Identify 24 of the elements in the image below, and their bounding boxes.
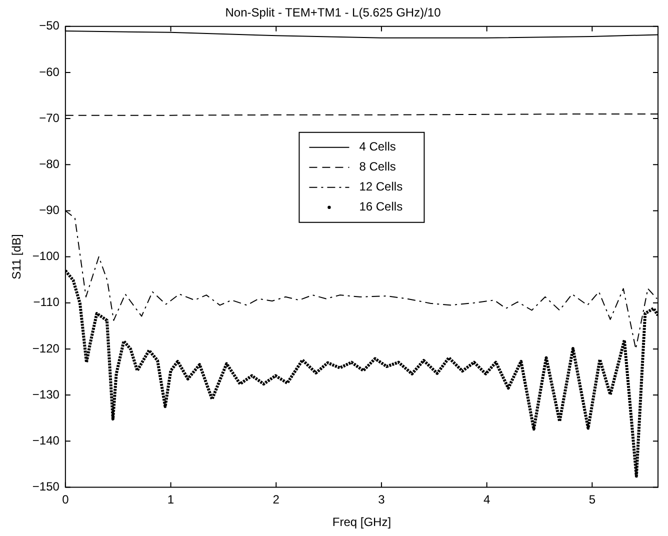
x-tick-label: 5: [588, 492, 596, 507]
y-tick-label: −130: [32, 387, 60, 402]
y-tick-label: −50: [39, 18, 60, 33]
x-tick-label: 2: [272, 492, 280, 507]
x-tick-label: 4: [483, 492, 490, 507]
y-tick-label: −120: [32, 341, 60, 356]
y-tick-label: −110: [33, 295, 60, 310]
y-tick-label: −100: [32, 249, 60, 264]
x-tick-label: 3: [378, 492, 386, 507]
legend-label: 12 Cells: [359, 180, 403, 194]
legend-label: 4 Cells: [359, 140, 396, 154]
y-tick-label: −70: [39, 110, 60, 125]
legend-label: 8 Cells: [359, 160, 396, 174]
y-tick-label: −80: [39, 156, 60, 171]
y-tick-label: −90: [39, 203, 60, 218]
y-tick-label: −140: [32, 433, 60, 448]
x-tick-label: 1: [167, 492, 174, 507]
chart-title: Non-Split - TEM+TM1 - L(5.625 GHz)/10: [225, 6, 442, 20]
x-tick-label: 0: [62, 492, 70, 507]
legend-label: 16 Cells: [359, 200, 403, 214]
x-axis-title: Freq [GHz]: [332, 515, 392, 530]
y-tick-label: −150: [32, 480, 60, 494]
y-axis-title: S11 [dB]: [10, 234, 24, 280]
y-tick-label: −60: [39, 64, 60, 79]
